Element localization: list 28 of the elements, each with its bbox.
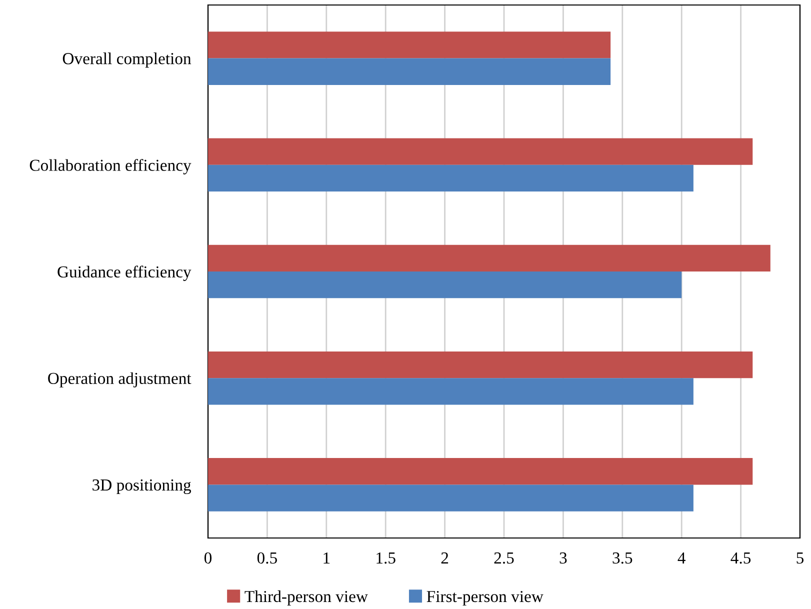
legend-label: Third-person view (244, 590, 368, 606)
x-tick-label: 2 (441, 552, 448, 564)
y-tick-label: Operation adjustment (48, 372, 192, 388)
x-tick-label: 0 (204, 552, 212, 564)
y-tick-label: 3D positioning (92, 479, 192, 494)
bar (208, 351, 753, 378)
x-tick-label: 4 (678, 552, 686, 564)
x-tick-label: 5 (796, 552, 804, 564)
bar (208, 58, 611, 85)
bar (208, 378, 694, 405)
bar (208, 484, 694, 512)
legend-label: First-person view (426, 590, 544, 606)
bar (208, 244, 770, 272)
x-tick-label: 1.5 (376, 552, 396, 564)
bar (208, 138, 753, 165)
x-tick-label: 3 (560, 552, 567, 564)
bar (208, 164, 694, 192)
x-tick-label: 0.5 (257, 552, 277, 564)
bar (208, 32, 611, 58)
x-tick-label: 1 (324, 552, 330, 564)
x-tick-label: 4.5 (730, 552, 751, 564)
bar (208, 272, 682, 298)
y-tick-label: Collaboration efficiency (30, 159, 192, 174)
x-tick-label: 3.5 (612, 552, 632, 564)
bar (208, 458, 753, 485)
y-tick-label: Overall completion (62, 52, 192, 68)
y-tick-label: Guidance efficiency (58, 266, 192, 281)
x-tick-label: 2.5 (494, 552, 514, 564)
